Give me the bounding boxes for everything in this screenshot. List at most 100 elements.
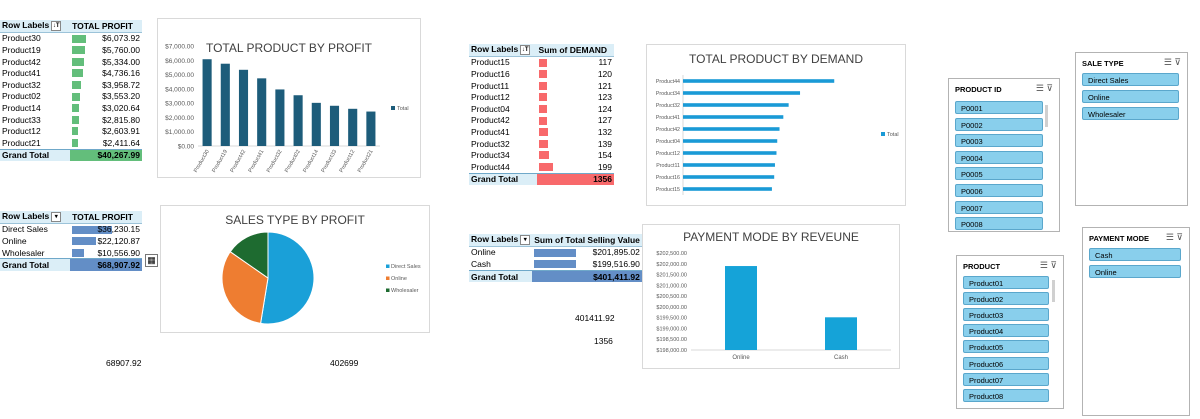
value-text: $2,411.64 [102, 137, 140, 148]
bar [275, 89, 285, 146]
x-tick-label: Product33 [320, 149, 338, 174]
data-bar [538, 58, 547, 67]
value-header: Sum of Total Selling Value [532, 234, 642, 247]
clear-filter-icon[interactable]: ⊽ [1046, 83, 1053, 93]
value-cell: 124 [537, 103, 614, 115]
chart-title: TOTAL PRODUCT BY PROFIT [205, 41, 373, 55]
slicer-item[interactable]: Product05 [963, 340, 1049, 354]
slicer-scrollbar[interactable] [1045, 105, 1048, 127]
row-label: Online [471, 247, 496, 258]
chart-title: PAYMENT MODE BY REVEUNE [683, 230, 859, 244]
slicer-item[interactable]: Online [1082, 90, 1179, 103]
data-bar [538, 151, 550, 160]
row-label: Product16 [471, 68, 510, 79]
slicer-product[interactable]: PRODUCT ☰ ⊽ Product01 Product02 Product03 P… [956, 255, 1064, 409]
pivot-total-row: Grand Total $68,907.92 [0, 258, 142, 271]
grand-total-label: Grand Total [0, 148, 71, 162]
grand-total-label: Grand Total [0, 258, 71, 271]
value-text: 121 [597, 80, 612, 91]
multi-select-icon[interactable]: ☰ [1165, 232, 1174, 242]
slicer-sale-type[interactable]: SALE TYPE ☰ ⊽ Direct Sales Online Wholesal… [1075, 52, 1188, 206]
slicer-item[interactable]: Product08 [963, 388, 1049, 402]
value-cell: 154 [537, 149, 614, 161]
slicer-item[interactable]: P0001 [955, 101, 1043, 114]
pivot-row: Product12 123 [469, 91, 614, 103]
value-text: $22,120.87 [97, 235, 140, 246]
filter-dropdown-button[interactable]: ▾ [51, 212, 62, 223]
slicer-item[interactable]: P0006 [955, 184, 1043, 197]
row-labels-header: Row Labels [471, 234, 519, 245]
slicer-item[interactable]: Product06 [963, 356, 1049, 370]
x-tick-label: Product32 [266, 149, 284, 174]
value-text: $10,556.90 [97, 247, 140, 258]
value-cell: 127 [537, 115, 614, 127]
slicer-item[interactable]: P0008 [955, 217, 1043, 231]
value-cell: $36,230.15 [70, 223, 142, 235]
row-label: Product34 [471, 150, 510, 161]
pivot-row: Product41 132 [469, 126, 614, 138]
slicer-item[interactable]: Product02 [963, 292, 1049, 306]
data-bar [72, 237, 97, 246]
multi-select-icon[interactable]: ☰ [1035, 83, 1044, 93]
pivot-row: Product30 $6,073.92 [0, 32, 142, 44]
pivot-row: Product04 124 [469, 103, 614, 115]
slicer-payment-mode[interactable]: PAYMENT MODE ☰ ⊽ Cash Online [1082, 227, 1190, 416]
sort-filter-button[interactable]: ↓T [520, 45, 531, 56]
slicer-item[interactable]: P0002 [955, 117, 1043, 131]
multi-select-icon[interactable]: ☰ [1039, 260, 1048, 270]
pivot-row: Product12 $2,603.91 [0, 125, 142, 137]
slicer-item[interactable]: P0007 [955, 200, 1043, 214]
slicer-item[interactable]: Online [1089, 264, 1181, 278]
bar [257, 78, 267, 146]
data-bar [72, 225, 113, 234]
row-label: Product02 [2, 91, 41, 102]
pivot-row: Wholesaler $10,556.90 [0, 247, 142, 259]
value-header: Sum of DEMAND [536, 44, 614, 57]
slicer-scrollbar[interactable] [1052, 280, 1055, 302]
pivot-row: Cash $199,516.90 [469, 258, 642, 270]
slicer-icons: ☰ ⊽ [1164, 57, 1181, 68]
value-cell: 132 [537, 126, 614, 138]
slicer-item[interactable]: Product07 [963, 372, 1049, 386]
value-cell: $10,556.90 [70, 247, 142, 259]
slicer-item[interactable]: P0005 [955, 167, 1043, 181]
slicer-item[interactable]: P0003 [955, 134, 1043, 148]
y-tick-label: Product44 [656, 79, 680, 85]
clear-filter-icon[interactable]: ⊽ [1174, 57, 1181, 67]
slicer-item[interactable]: Wholesaler [1082, 107, 1179, 120]
y-tick-label: $6,000.00 [165, 58, 194, 65]
filter-dropdown-button[interactable]: ▾ [520, 235, 531, 246]
y-tick-label: $5,000.00 [165, 72, 194, 79]
clear-filter-icon[interactable]: ⊽ [1050, 260, 1057, 270]
quick-analysis-button[interactable]: ▦ [145, 254, 158, 267]
chart-demand[interactable]: TOTAL PRODUCT BY DEMAND Product44 Product… [646, 44, 906, 206]
sort-filter-button[interactable]: ↓T [51, 21, 62, 32]
multi-select-icon[interactable]: ☰ [1163, 57, 1172, 67]
x-tick-label: Cash [834, 355, 848, 361]
slicer-item[interactable]: Product03 [963, 308, 1049, 322]
grand-total-value: $401,411.92 [593, 271, 640, 282]
slicer-icons: ☰ ⊽ [1036, 83, 1053, 94]
slicer-item[interactable]: Product01 [963, 276, 1049, 289]
slicer-item[interactable]: P0004 [955, 150, 1043, 164]
row-label: Product41 [471, 126, 510, 137]
data-bar [72, 104, 80, 113]
legend-label: Online [391, 276, 407, 282]
bar [683, 139, 778, 143]
chart-profit[interactable]: TOTAL PRODUCT BY PROFIT $0.00 $1,000.00 $2… [157, 18, 421, 178]
slicer-item[interactable]: Product04 [963, 324, 1049, 338]
value-cell: 123 [537, 91, 614, 103]
pie-slice [221, 251, 269, 324]
y-tick-label: Product16 [656, 175, 680, 181]
clear-filter-icon[interactable]: ⊽ [1176, 232, 1183, 242]
chart-payment[interactable]: PAYMENT MODE BY REVEUNE $198,000.00 $198,… [642, 224, 900, 369]
pivot-row: Product02 $3,553.20 [0, 91, 142, 103]
slicer-item[interactable]: Cash [1089, 248, 1181, 261]
legend-label: Wholesaler [391, 288, 419, 294]
value-cell: $2,411.64 [70, 137, 142, 149]
slicer-icons: ☰ ⊽ [1166, 232, 1183, 243]
chart-sales-type[interactable]: SALES TYPE BY PROFIT Direct Sales Online W… [160, 205, 430, 333]
slicer-product-id[interactable]: PRODUCT ID ☰ ⊽ P0001 P0002 P0003 P0004 P0005… [948, 78, 1060, 232]
slicer-item[interactable]: Direct Sales [1082, 73, 1179, 86]
value-text: $3,553.20 [102, 91, 140, 102]
